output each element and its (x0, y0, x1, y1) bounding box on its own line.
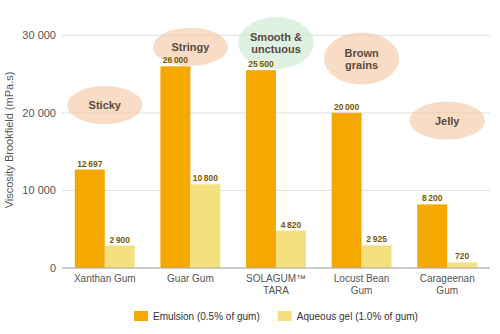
annotation-bubble (324, 33, 399, 85)
data-label: 4 820 (281, 220, 302, 230)
annotation-bubble (238, 17, 313, 69)
data-label: 2 900 (109, 235, 130, 245)
text-line: Smooth & (250, 31, 302, 43)
annotation-text: Jelly (435, 115, 460, 127)
data-label: 26 000 (163, 55, 189, 65)
data-label: 20 000 (334, 102, 360, 112)
text-line: SOLAGUM™ (246, 273, 306, 284)
data-label: 720 (455, 251, 469, 261)
text-line: Guar Gum (167, 273, 214, 284)
bar (276, 231, 306, 268)
x-tick-label: Guar Gum (167, 273, 214, 284)
text-line: Sticky (89, 99, 122, 111)
annotation-bubble (153, 28, 228, 66)
bar (246, 70, 276, 268)
bar (160, 66, 190, 268)
data-label: 10 800 (193, 173, 219, 183)
legend-item: Emulsion (0.5% of gum) (134, 311, 260, 322)
text-line: TARA (263, 285, 289, 296)
grid-line (62, 268, 490, 269)
text-line: Xanthan Gum (74, 273, 136, 284)
y-tick-label: 20 000 (22, 107, 56, 119)
legend-label: Aqueous gel (1.0% of gum) (297, 311, 418, 322)
text-line: Carageenan (420, 273, 475, 284)
text-line: Stringy (171, 41, 210, 53)
annotation-text: Sticky (89, 99, 122, 111)
legend-swatch (134, 311, 148, 321)
bar (447, 262, 477, 268)
x-tick-label: Locust BeanGum (334, 273, 390, 296)
text-line: Gum (436, 285, 458, 296)
y-tick-label: 0 (50, 262, 56, 274)
text-line: Brown (344, 47, 379, 59)
annotation-bubble (67, 86, 142, 124)
text-line: Locust Bean (334, 273, 390, 284)
y-axis-label: Viscosity Brookfield (mPa.s) (3, 72, 15, 209)
x-tick-label: CarageenanGum (420, 273, 475, 296)
text-line: Gum (351, 285, 373, 296)
data-label: 12 697 (77, 159, 103, 169)
bar (190, 184, 220, 268)
legend-label: Emulsion (0.5% of gum) (153, 311, 260, 322)
legend-item: Aqueous gel (1.0% of gum) (278, 311, 418, 322)
text-line: unctuous (251, 43, 301, 55)
x-axis-line (62, 268, 490, 269)
annotation-text: Stringy (171, 41, 210, 53)
legend-swatch (278, 311, 292, 321)
x-tick-label: SOLAGUM™TARA (246, 273, 306, 296)
data-label: 25 500 (248, 59, 274, 69)
bar (417, 204, 447, 268)
text-line: grains (345, 59, 378, 71)
bar (75, 170, 105, 268)
chart: 0 10 000 20 000 30 000 Viscosity Brookfield … (0, 0, 500, 334)
data-label: 8 200 (422, 193, 443, 203)
y-tick-label: 30 000 (22, 29, 56, 41)
data-label: 2 925 (366, 234, 387, 244)
bar (105, 246, 135, 268)
y-tick-label: 10 000 (22, 184, 56, 196)
plot-area (67, 17, 485, 268)
text-line: Jelly (435, 115, 460, 127)
x-tick-label: Xanthan Gum (74, 273, 136, 284)
annotation-text: Browngrains (344, 47, 379, 71)
legend: Emulsion (0.5% of gum) Aqueous gel (1.0% … (134, 311, 418, 322)
annotation-text: Smooth &unctuous (250, 31, 302, 55)
annotation-bubble (410, 102, 485, 140)
bar (362, 245, 392, 268)
bar (332, 113, 362, 268)
